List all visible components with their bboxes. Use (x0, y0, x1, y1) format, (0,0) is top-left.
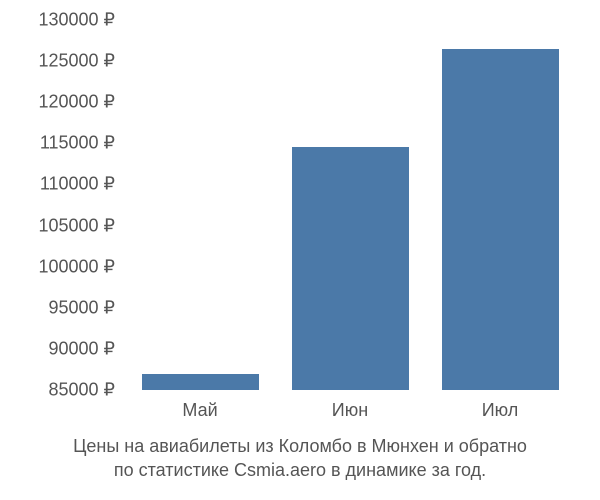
bar (142, 374, 259, 390)
y-tick-label: 95000 ₽ (48, 297, 115, 318)
plot-area (125, 20, 575, 390)
x-tick-label: Июн (332, 400, 368, 421)
y-tick-label: 85000 ₽ (48, 380, 115, 401)
price-chart: 85000 ₽ 90000 ₽ 95000 ₽ 100000 ₽ 105000 ₽ 110… (0, 0, 600, 500)
caption-line: по статистике Csmia.aero в динамике за г… (0, 458, 600, 482)
y-tick-label: 100000 ₽ (38, 256, 115, 277)
chart-caption: Цены на авиабилеты из Коломбо в Мюнхен и… (0, 434, 600, 483)
bar (292, 147, 409, 390)
x-tick-label: Июл (482, 400, 519, 421)
x-tick-label: Май (182, 400, 217, 421)
y-tick-label: 90000 ₽ (48, 338, 115, 359)
y-tick-label: 105000 ₽ (38, 215, 115, 236)
caption-line: Цены на авиабилеты из Коломбо в Мюнхен и… (0, 434, 600, 458)
y-tick-label: 120000 ₽ (38, 92, 115, 113)
y-tick-label: 125000 ₽ (38, 51, 115, 72)
y-tick-label: 130000 ₽ (38, 10, 115, 31)
y-tick-label: 115000 ₽ (40, 133, 115, 154)
bar (442, 49, 559, 390)
y-tick-label: 110000 ₽ (40, 174, 115, 195)
